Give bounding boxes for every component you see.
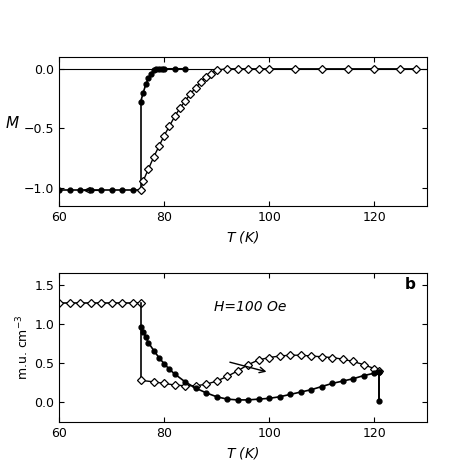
Y-axis label: $M$: $M$ [5,115,20,131]
Y-axis label: m.u. cm$^{-3}$: m.u. cm$^{-3}$ [15,315,32,380]
Text: b: b [405,277,416,292]
X-axis label: $T$ (K): $T$ (K) [226,229,260,245]
Text: H=100 Oe: H=100 Oe [213,300,286,314]
X-axis label: $T$ (K): $T$ (K) [226,445,260,461]
